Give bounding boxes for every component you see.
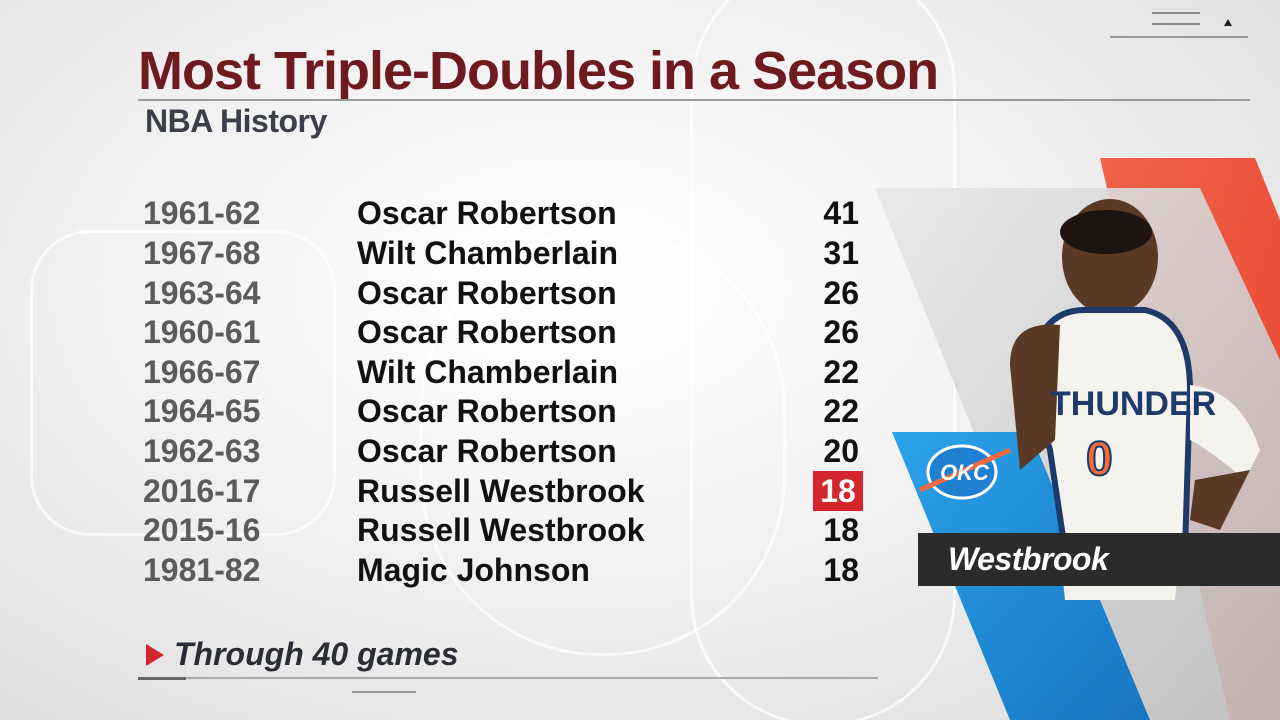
- broadcast-corner-ornament: [1110, 10, 1250, 40]
- player-name: Russell Westbrook: [357, 512, 645, 548]
- player-name: Oscar Robertson: [357, 195, 617, 231]
- list-item: 1981-82 Magic Johnson 18: [0, 550, 880, 590]
- player-name: Russell Westbrook: [357, 473, 645, 509]
- bottom-divider-accent: [138, 677, 186, 680]
- list-item: 1963-64 Oscar Robertson 26: [0, 273, 880, 313]
- okc-logo-icon: OKC: [918, 444, 1012, 500]
- player-graphic: THUNDER 0 OKC: [875, 158, 1280, 720]
- season-label: 1963-64: [143, 275, 261, 311]
- player-name: Oscar Robertson: [357, 393, 617, 429]
- title-divider: [138, 99, 1250, 101]
- highlighted-count-badge: 18: [813, 471, 863, 511]
- player-name: Magic Johnson: [357, 552, 590, 588]
- season-label: 1967-68: [143, 235, 261, 271]
- season-label: 2015-16: [143, 512, 261, 548]
- season-label: 1960-61: [143, 314, 261, 350]
- player-photo: THUNDER 0: [1010, 199, 1260, 600]
- bottom-divider-short: [352, 691, 416, 693]
- player-name-label: Westbrook: [948, 541, 1109, 577]
- list-item: 1961-62 Oscar Robertson 41: [0, 193, 880, 233]
- play-arrow-icon: [146, 644, 164, 666]
- triple-double-count: 26: [823, 314, 859, 350]
- list-item: 1962-63 Oscar Robertson 20: [0, 431, 880, 471]
- player-name: Wilt Chamberlain: [357, 354, 619, 390]
- triple-double-count: 31: [823, 235, 859, 271]
- triple-double-count: 22: [823, 354, 859, 390]
- triple-double-count: 41: [823, 195, 859, 231]
- list-item: 1960-61 Oscar Robertson 26: [0, 312, 880, 352]
- triple-double-count: 26: [823, 275, 859, 311]
- page-title: Most Triple-Doubles in a Season: [138, 41, 939, 101]
- season-label: 1981-82: [143, 552, 261, 588]
- triangle-up-icon: [1224, 19, 1232, 26]
- list-item-highlighted: 2016-17 Russell Westbrook 18: [0, 471, 880, 511]
- watermark-shape: [30, 230, 336, 536]
- player-name: Oscar Robertson: [357, 275, 617, 311]
- player-name: Wilt Chamberlain: [357, 235, 619, 271]
- season-label: 2016-17: [143, 473, 261, 509]
- watermark-shape: [420, 230, 786, 656]
- player-name: Oscar Robertson: [357, 314, 617, 350]
- list-item: 1964-65 Oscar Robertson 22: [0, 391, 880, 431]
- triple-double-count: 18: [823, 512, 859, 548]
- okc-logo-text: OKC: [940, 460, 990, 485]
- list-item: 2015-16 Russell Westbrook 18: [0, 510, 880, 550]
- triple-double-count: 20: [823, 433, 859, 469]
- triple-double-count: 18: [823, 552, 859, 588]
- jersey-number: 0: [1086, 433, 1113, 486]
- page-subtitle: NBA History: [145, 103, 327, 139]
- footnote-text: Through 40 games: [174, 636, 459, 672]
- list-item: 1967-68 Wilt Chamberlain 31: [0, 233, 880, 273]
- season-label: 1964-65: [143, 393, 261, 429]
- triple-double-count: 22: [823, 393, 859, 429]
- season-label: 1961-62: [143, 195, 261, 231]
- player-name: Oscar Robertson: [357, 433, 617, 469]
- jersey-team-text: THUNDER: [1050, 385, 1216, 423]
- season-label: 1962-63: [143, 433, 261, 469]
- player-name-plate: Westbrook: [918, 533, 1280, 586]
- season-label: 1966-67: [143, 354, 261, 390]
- bottom-divider: [138, 677, 878, 679]
- list-item: 1966-67 Wilt Chamberlain 22: [0, 352, 880, 392]
